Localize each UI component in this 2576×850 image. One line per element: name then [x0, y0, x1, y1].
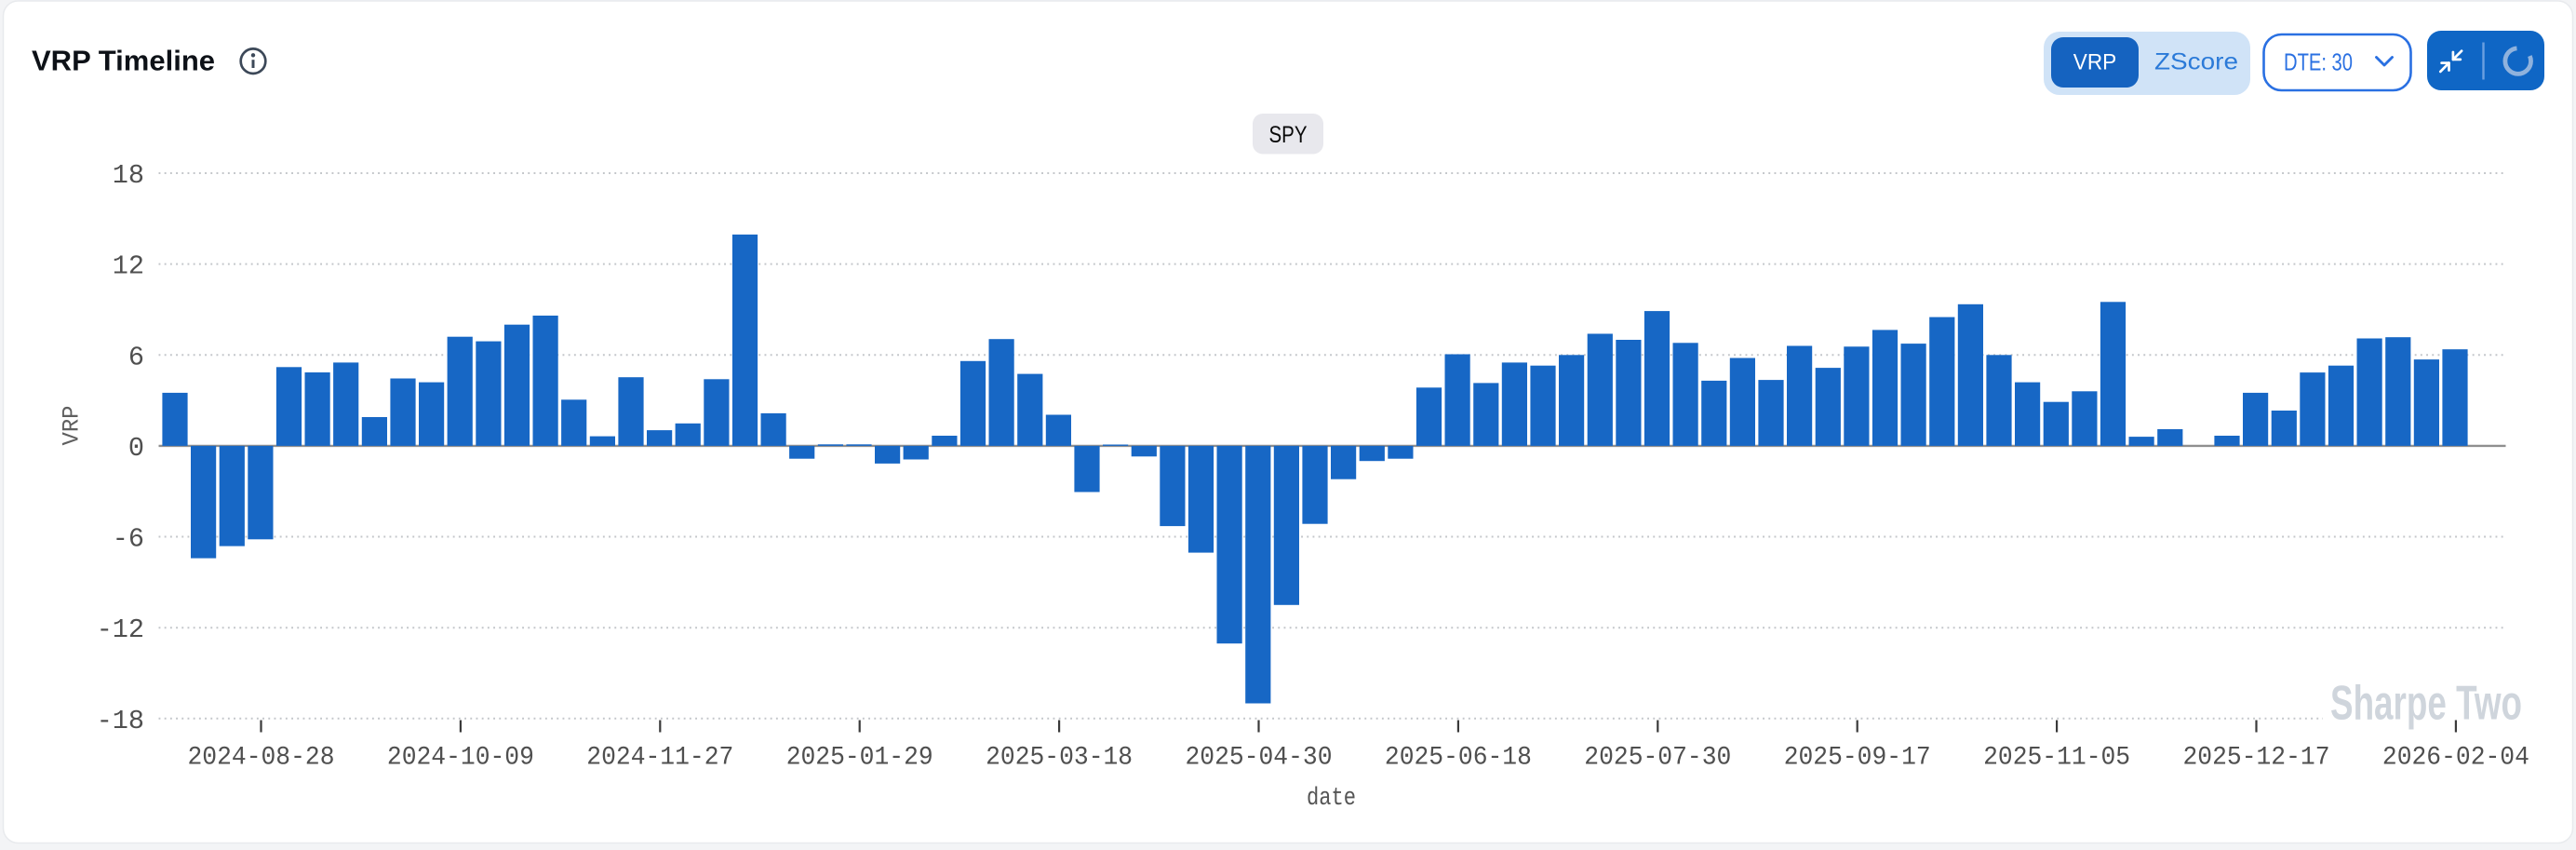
svg-text:2025-09-17: 2025-09-17	[1784, 744, 1931, 773]
svg-text:-18: -18	[97, 706, 144, 736]
svg-text:-12: -12	[97, 614, 144, 645]
svg-text:2025-12-17: 2025-12-17	[2183, 744, 2330, 773]
svg-text:2026-02-04: 2026-02-04	[2382, 744, 2529, 773]
svg-text:2025-07-30: 2025-07-30	[1584, 744, 1731, 773]
svg-text:2024-08-28: 2024-08-28	[188, 744, 335, 773]
svg-text:12: 12	[113, 251, 144, 282]
svg-text:2025-06-18: 2025-06-18	[1385, 744, 1532, 773]
svg-text:0: 0	[128, 433, 144, 464]
svg-text:2025-04-30: 2025-04-30	[1186, 744, 1333, 773]
svg-text:2025-03-18: 2025-03-18	[986, 744, 1133, 773]
svg-text:2024-10-09: 2024-10-09	[387, 744, 534, 773]
svg-text:2025-11-05: 2025-11-05	[1983, 744, 2130, 773]
svg-text:ZScore: ZScore	[2154, 49, 2238, 75]
svg-text:Sharpe Two: Sharpe Two	[2330, 677, 2522, 731]
svg-text:-6: -6	[113, 524, 144, 555]
svg-text:6: 6	[128, 342, 144, 372]
svg-text:VRP: VRP	[59, 406, 86, 446]
svg-text:SPY: SPY	[1269, 122, 1308, 148]
svg-text:18: 18	[113, 160, 144, 191]
svg-text:date: date	[1307, 785, 1356, 813]
svg-text:2024-11-27: 2024-11-27	[586, 744, 733, 773]
svg-text:VRP: VRP	[2073, 50, 2117, 75]
svg-text:DTE: 30: DTE: 30	[2284, 48, 2353, 76]
svg-text:VRP Timeline: VRP Timeline	[32, 44, 215, 76]
svg-text:2025-01-29: 2025-01-29	[786, 744, 933, 773]
